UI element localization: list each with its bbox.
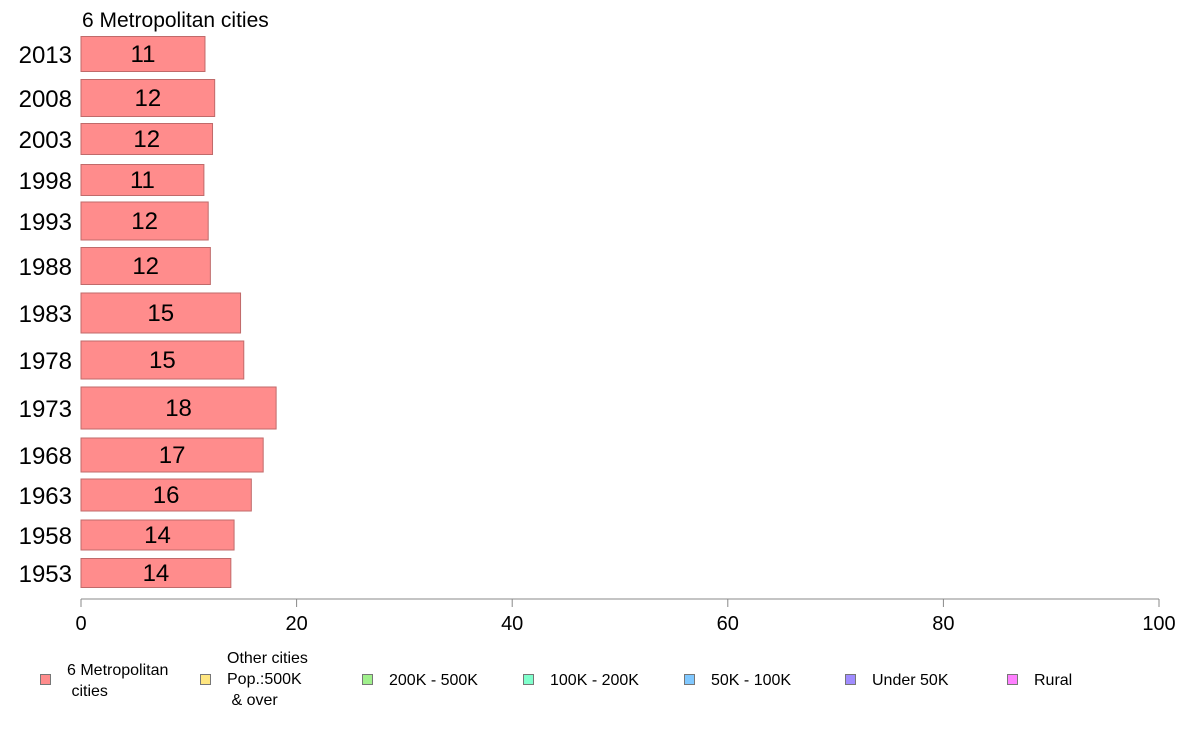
- category-label: 2013: [19, 42, 72, 69]
- category-label: 1988: [19, 254, 72, 281]
- x-tick-label: 20: [285, 613, 307, 635]
- bar-1978: [80, 340, 245, 380]
- legend-item-other-cities[interactable]: Other cities Pop.:500K & over: [200, 640, 308, 711]
- bar-value-label: 18: [165, 395, 192, 422]
- category-label: 2003: [19, 127, 72, 154]
- bar-1993: [80, 201, 209, 241]
- x-tick-label: 40: [501, 613, 523, 635]
- legend-label: 200K - 500K: [389, 672, 478, 689]
- legend-label: Rural: [1034, 672, 1073, 689]
- bar-1958: [80, 519, 235, 551]
- legend-swatch: [40, 674, 51, 685]
- category-label: 2008: [19, 86, 72, 113]
- legend-item-50k-100k[interactable]: 50K - 100K: [684, 640, 791, 691]
- legend-label: Other cities Pop.:500K & over: [227, 650, 308, 709]
- bar-1988: [80, 247, 211, 285]
- legend-swatch: [845, 674, 856, 685]
- bar-value-label: 16: [153, 482, 180, 509]
- category-label: 1968: [19, 443, 72, 470]
- legend-item-metropolitan[interactable]: 6 Metropolitan cities: [40, 640, 168, 702]
- legend-label: 6 Metropolitan cities: [67, 662, 169, 700]
- bar-1973: [80, 386, 277, 430]
- bar-2003: [80, 123, 214, 155]
- legend-label: 50K - 100K: [711, 672, 792, 689]
- category-label: 1953: [19, 561, 72, 588]
- category-label: 1958: [19, 523, 72, 550]
- legend-item-100k-200k[interactable]: 100K - 200K: [523, 640, 639, 691]
- category-label: 1983: [19, 301, 72, 328]
- chart-title: 6 Metropolitan cities: [82, 9, 269, 32]
- legend-label: 100K - 200K: [550, 672, 639, 689]
- bar-value-label: 14: [144, 522, 171, 549]
- legend-item-rural[interactable]: Rural: [1007, 640, 1072, 691]
- legend-label: Under 50K: [872, 672, 949, 689]
- bar-2013: [80, 36, 206, 72]
- bar-chart: 6 Metropolitan cities 11 2013 12 2008 12 2003…: [19, 9, 1176, 635]
- legend-swatch: [362, 674, 373, 685]
- bar-value-label: 12: [132, 253, 159, 280]
- bars-group: 11 2013 12 2008 12 2003 11 1998 12 1993 12 1988 15 19…: [19, 36, 277, 588]
- x-tick-label: 0: [75, 613, 86, 635]
- bar-value-label: 12: [134, 85, 161, 112]
- bar-value-label: 11: [130, 167, 155, 194]
- bar-value-label: 11: [131, 41, 156, 68]
- bar-1998: [80, 164, 205, 196]
- x-axis: 0 20 40 60 80 100: [75, 598, 1176, 635]
- x-tick-label: 60: [717, 613, 739, 635]
- bar-2008: [80, 79, 216, 117]
- bar-1983: [80, 292, 242, 334]
- x-tick-label: 100: [1142, 613, 1175, 635]
- legend-swatch: [684, 674, 695, 685]
- legend-swatch: [523, 674, 534, 685]
- bar-value-label: 12: [131, 208, 158, 235]
- legend-swatch: [1007, 674, 1018, 685]
- category-label: 1973: [19, 396, 72, 423]
- bar-1963: [80, 478, 252, 512]
- bar-value-label: 15: [149, 347, 176, 374]
- bar-value-label: 14: [143, 560, 170, 587]
- bar-value-label: 12: [133, 126, 160, 153]
- bar-value-label: 17: [159, 442, 186, 469]
- category-label: 1993: [19, 209, 72, 236]
- legend: 6 Metropolitan cities Other cities Pop.:…: [0, 640, 1188, 730]
- category-label: 1998: [19, 168, 72, 195]
- legend-item-200k-500k[interactable]: 200K - 500K: [362, 640, 478, 691]
- bar-value-label: 15: [147, 300, 174, 327]
- bar-1968: [80, 437, 264, 473]
- bar-1953: [80, 558, 232, 588]
- legend-swatch: [200, 674, 211, 685]
- legend-item-under-50k[interactable]: Under 50K: [845, 640, 949, 691]
- category-label: 1963: [19, 483, 72, 510]
- category-label: 1978: [19, 348, 72, 375]
- x-tick-label: 80: [932, 613, 954, 635]
